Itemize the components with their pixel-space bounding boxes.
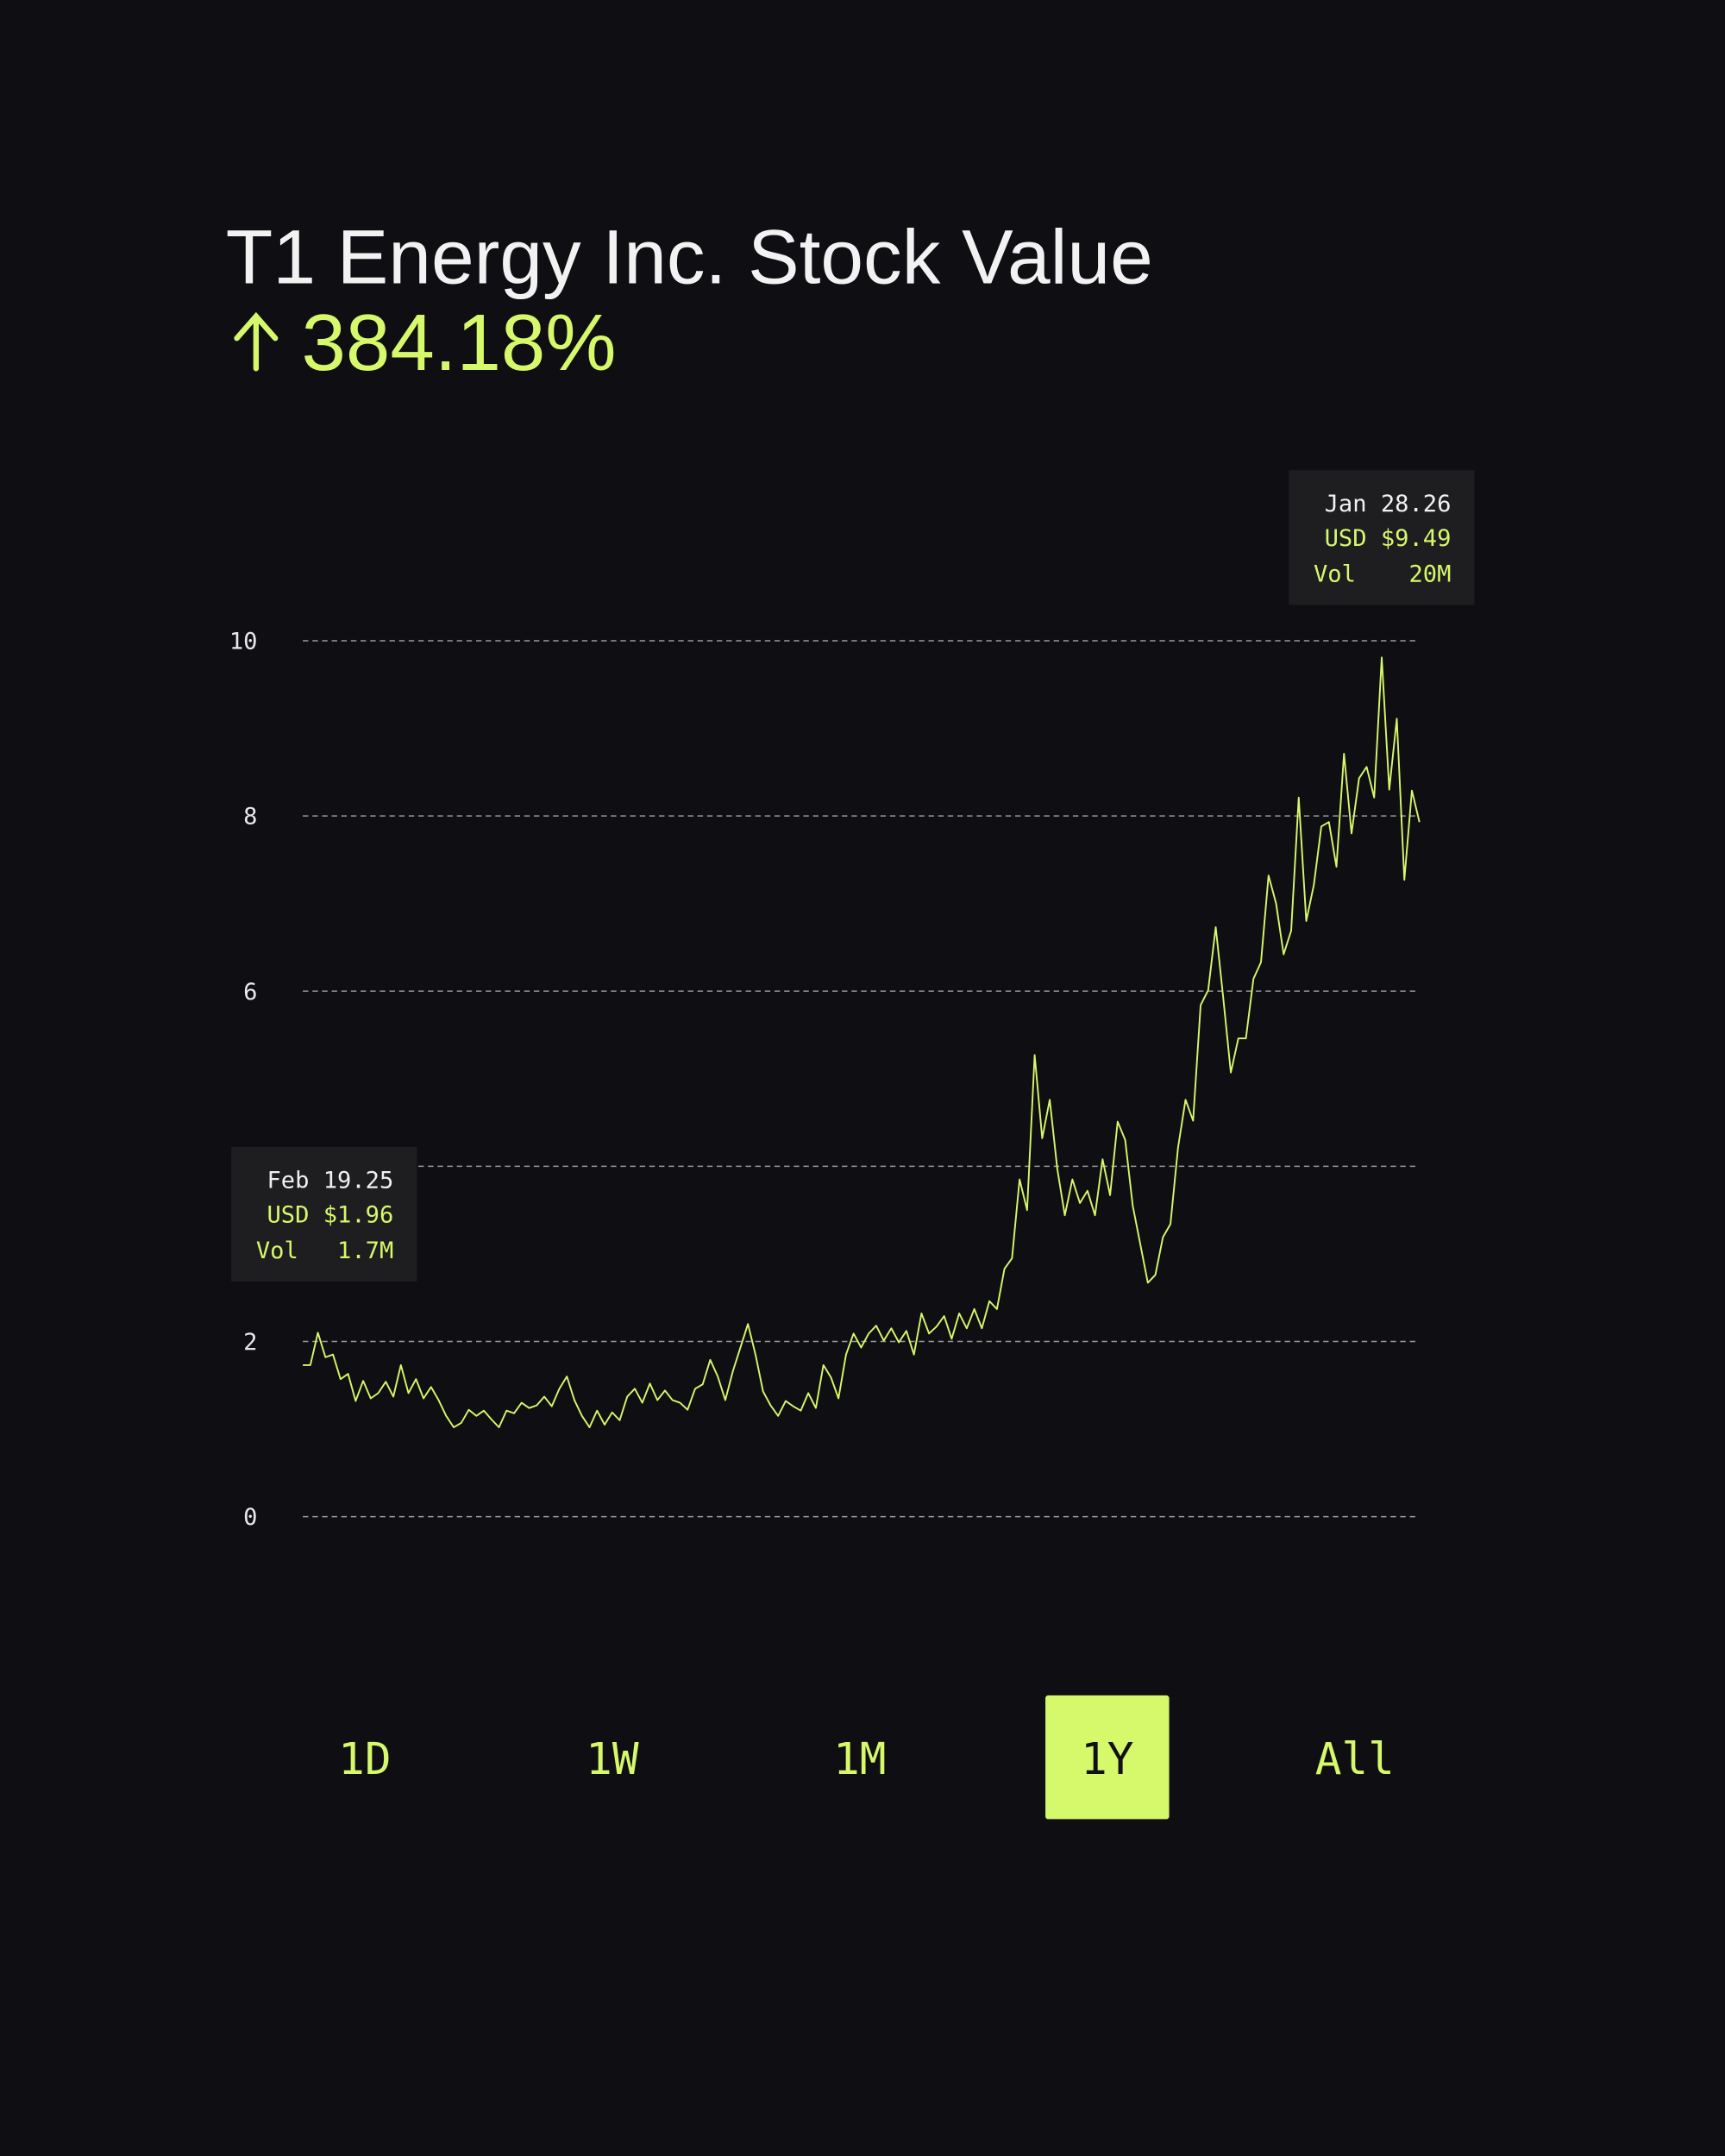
tooltip-volume-label: Vol bbox=[256, 1238, 298, 1264]
tooltip: Feb 19.25 USD $1.96 Vol 1.7M bbox=[231, 1146, 417, 1282]
y-tick-label: 6 bbox=[243, 979, 257, 1006]
y-tick-label: 8 bbox=[243, 804, 257, 830]
range-button-label[interactable]: 1D bbox=[338, 1734, 391, 1785]
tooltip-box bbox=[231, 1146, 417, 1282]
range-button[interactable]: 1Y bbox=[1045, 1695, 1170, 1820]
range-button[interactable]: 1W bbox=[586, 1734, 639, 1785]
range-button[interactable]: All bbox=[1315, 1734, 1395, 1785]
y-tick-label: 10 bbox=[229, 629, 258, 655]
chart-title: T1 Energy Inc. Stock Value bbox=[226, 213, 1153, 299]
tooltip-price: USD $9.49 bbox=[1325, 525, 1452, 552]
range-button[interactable]: 1M bbox=[833, 1734, 886, 1785]
range-button[interactable]: 1D bbox=[338, 1734, 391, 1785]
tooltip-box bbox=[1289, 470, 1475, 605]
range-button-label[interactable]: All bbox=[1315, 1734, 1395, 1785]
tooltip: Jan 28.26 USD $9.49 Vol 20M bbox=[1289, 470, 1475, 605]
tooltip-date: Feb 19.25 bbox=[267, 1168, 394, 1194]
price-line bbox=[303, 656, 1421, 1428]
tooltip-date: Jan 28.26 bbox=[1325, 491, 1452, 517]
tooltip-volume: 1.7M bbox=[337, 1238, 393, 1264]
tooltip-volume: 20M bbox=[1408, 561, 1451, 587]
tooltips: Feb 19.25 USD $1.96 Vol 1.7M Jan 28.26 USD $9… bbox=[231, 470, 1475, 1282]
change-percent: 384.18% bbox=[301, 298, 616, 387]
range-selector: 1D 1W 1M 1Y All bbox=[338, 1695, 1395, 1820]
range-button-label[interactable]: 1W bbox=[586, 1734, 639, 1785]
range-button-highlight[interactable] bbox=[1045, 1695, 1170, 1820]
y-tick-label: 0 bbox=[243, 1504, 257, 1531]
tooltip-price: USD $1.96 bbox=[267, 1201, 394, 1228]
y-tick-label: 2 bbox=[243, 1329, 257, 1356]
range-button-label[interactable]: 1M bbox=[833, 1734, 886, 1785]
range-button-label[interactable]: 1Y bbox=[1081, 1734, 1133, 1785]
plot bbox=[303, 656, 1421, 1428]
tooltip-volume-label: Vol bbox=[1314, 561, 1356, 587]
up-arrow-icon bbox=[234, 311, 279, 372]
